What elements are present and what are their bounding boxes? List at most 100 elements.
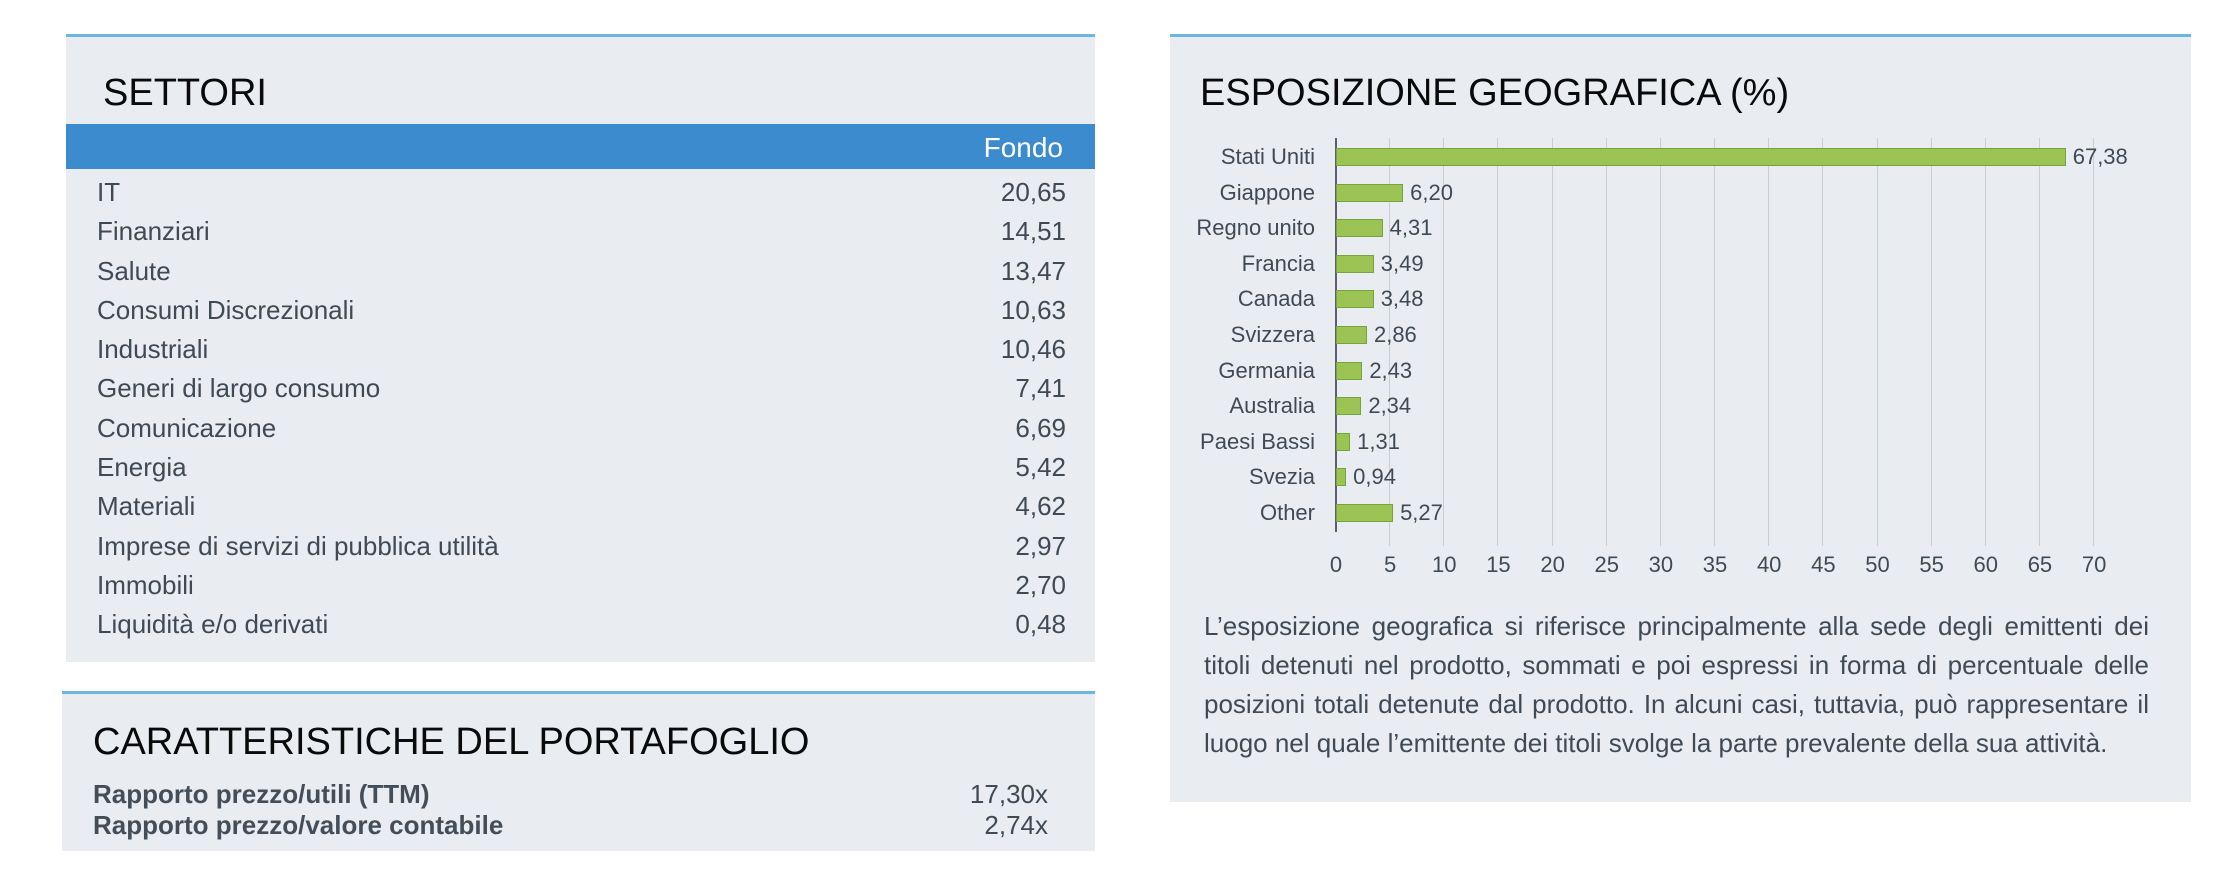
geographic-exposure-panel: ESPOSIZIONE GEOGRAFICA (%) 0 5 10 15 20 25 30 3…	[1170, 34, 2191, 802]
table-row: Salute 13,47	[97, 252, 1066, 291]
column-header-fund: Fondo	[983, 132, 1063, 163]
sector-value: 6,69	[1015, 412, 1066, 443]
x-axis-tick-label: 25	[1594, 552, 1619, 577]
table-row: Finanziari 14,51	[97, 212, 1066, 251]
bar-value-label: 4,31	[1389, 215, 1433, 241]
gridline	[1984, 138, 1986, 546]
gridline	[1659, 138, 1661, 546]
table-row: Rapporto prezzo/valore contabile 2,74x	[93, 810, 1048, 841]
sector-label: Materiali	[97, 491, 196, 522]
bar	[1336, 468, 1347, 487]
gridline	[1605, 138, 1607, 546]
table-row: Liquidità e/o derivati 0,48	[97, 605, 1066, 644]
sector-label: IT	[97, 177, 121, 207]
bar-value-label: 67,38	[2072, 144, 2128, 169]
table-row: Materiali 4,62	[97, 487, 1066, 526]
bar	[1336, 148, 2066, 166]
sector-label: Salute	[97, 255, 171, 286]
bar-value-label: 0,94	[1353, 464, 1396, 490]
table-row: Energia 5,42	[97, 448, 1066, 487]
table-row: Imprese di servizi di pubblica utilità 2,…	[97, 527, 1066, 566]
bar	[1336, 361, 1363, 380]
gridline	[1876, 138, 1878, 546]
metric-label: Rapporto prezzo/valore contabile	[93, 810, 504, 840]
x-axis-tick-label: 60	[1973, 552, 1999, 577]
bar-value-label: 2,86	[1373, 322, 1417, 347]
gridline	[1768, 138, 1770, 546]
portfolio-characteristics-title: CARATTERISTICHE DEL PORTAFOGLIO	[93, 721, 810, 763]
category-label: Other	[1259, 500, 1315, 525]
bar-value-label: 6,20	[1410, 179, 1453, 205]
x-axis-tick-label: 70	[2081, 552, 2107, 577]
category-label: Francia	[1241, 250, 1315, 276]
sector-label: Generi di largo consumo	[97, 373, 381, 404]
sector-label: Liquidità e/o derivati	[97, 609, 329, 640]
x-axis-tick-label: 10	[1432, 552, 1457, 577]
gridline	[1551, 138, 1553, 546]
category-label: Australia	[1229, 393, 1315, 419]
category-label: Germania	[1218, 357, 1315, 383]
sector-label: Industriali	[97, 334, 209, 365]
x-axis-tick-label: 0	[1329, 552, 1343, 577]
sector-value: 20,65	[1000, 177, 1066, 207]
bar-value-label: 2,43	[1369, 357, 1413, 383]
category-label: Paesi Bassi	[1200, 428, 1315, 454]
bar	[1336, 183, 1404, 202]
sector-label: Comunicazione	[97, 412, 277, 443]
metric-value: 17,30x	[969, 779, 1048, 809]
table-row: Generi di largo consumo 7,41	[97, 369, 1066, 408]
bar-value-label: 3,48	[1380, 286, 1424, 312]
sector-value: 10,63	[1000, 294, 1066, 325]
sector-label: Consumi Discrezionali	[97, 294, 355, 325]
sectors-table: IT 20,65 Finanziari 14,51 Salute 13,47 Consumi…	[97, 173, 1066, 645]
sector-value: 7,41	[1015, 373, 1066, 404]
bar	[1336, 254, 1374, 273]
bar	[1336, 326, 1367, 344]
sector-value: 4,62	[1015, 491, 1066, 522]
sectors-panel: SETTORI Fondo IT 20,65 Finanziari 14,51 Salu…	[66, 34, 1095, 662]
x-axis-tick-label: 20	[1540, 552, 1565, 577]
x-axis-tick-label: 30	[1648, 552, 1674, 577]
sector-label: Energia	[97, 452, 187, 483]
sector-value: 2,97	[1015, 530, 1066, 561]
gridline	[1443, 138, 1445, 546]
metric-label: Rapporto prezzo/utili (TTM)	[93, 779, 430, 809]
table-row: Immobili 2,70	[97, 566, 1066, 605]
bar-value-label: 2,34	[1368, 393, 1412, 419]
table-row: Comunicazione 6,69	[97, 409, 1066, 448]
sector-label: Finanziari	[97, 216, 210, 247]
gridline	[1930, 138, 1932, 546]
table-row: Rapporto prezzo/utili (TTM) 17,30x	[93, 779, 1048, 810]
x-axis-tick-label: 50	[1865, 552, 1890, 577]
bar-value-label: 3,49	[1380, 250, 1424, 276]
category-label: Giappone	[1219, 179, 1315, 205]
category-label: Stati Uniti	[1220, 144, 1315, 169]
x-axis-tick-label: 5	[1384, 552, 1397, 577]
bar	[1336, 504, 1394, 522]
category-label: Svezia	[1248, 464, 1315, 490]
sector-value: 10,46	[1000, 334, 1066, 365]
category-label: Regno unito	[1196, 215, 1315, 241]
portfolio-characteristics-table: Rapporto prezzo/utili (TTM) 17,30x Rapport…	[93, 779, 1048, 841]
table-row: Consumi Discrezionali 10,63	[97, 291, 1066, 330]
x-axis-tick-label: 40	[1756, 552, 1782, 577]
geographic-exposure-title: ESPOSIZIONE GEOGRAFICA (%)	[1200, 72, 1790, 114]
table-row: Industriali 10,46	[97, 330, 1066, 369]
sector-value: 13,47	[1000, 255, 1066, 286]
sector-label: Imprese di servizi di pubblica utilità	[97, 530, 499, 561]
bar-value-label: 5,27	[1400, 500, 1443, 525]
sector-value: 14,51	[1000, 216, 1066, 247]
category-label: Canada	[1237, 286, 1315, 312]
sector-value: 0,48	[1015, 609, 1066, 640]
sector-value: 2,70	[1015, 569, 1066, 600]
bar-value-label: 1,31	[1357, 428, 1400, 454]
gridline	[1822, 138, 1824, 546]
bar	[1336, 432, 1351, 451]
gridline	[2093, 138, 2095, 546]
table-row: IT 20,65	[97, 173, 1066, 212]
bar	[1336, 397, 1362, 416]
sector-label: Immobili	[97, 569, 194, 600]
x-axis-tick-label: 65	[2027, 552, 2053, 577]
gridline	[1497, 138, 1499, 546]
geographic-exposure-bar-chart: 0 5 10 15 20 25 30 35 40 45 50 55 60 65 70 Stati Uniti 6…	[1170, 37, 2191, 597]
